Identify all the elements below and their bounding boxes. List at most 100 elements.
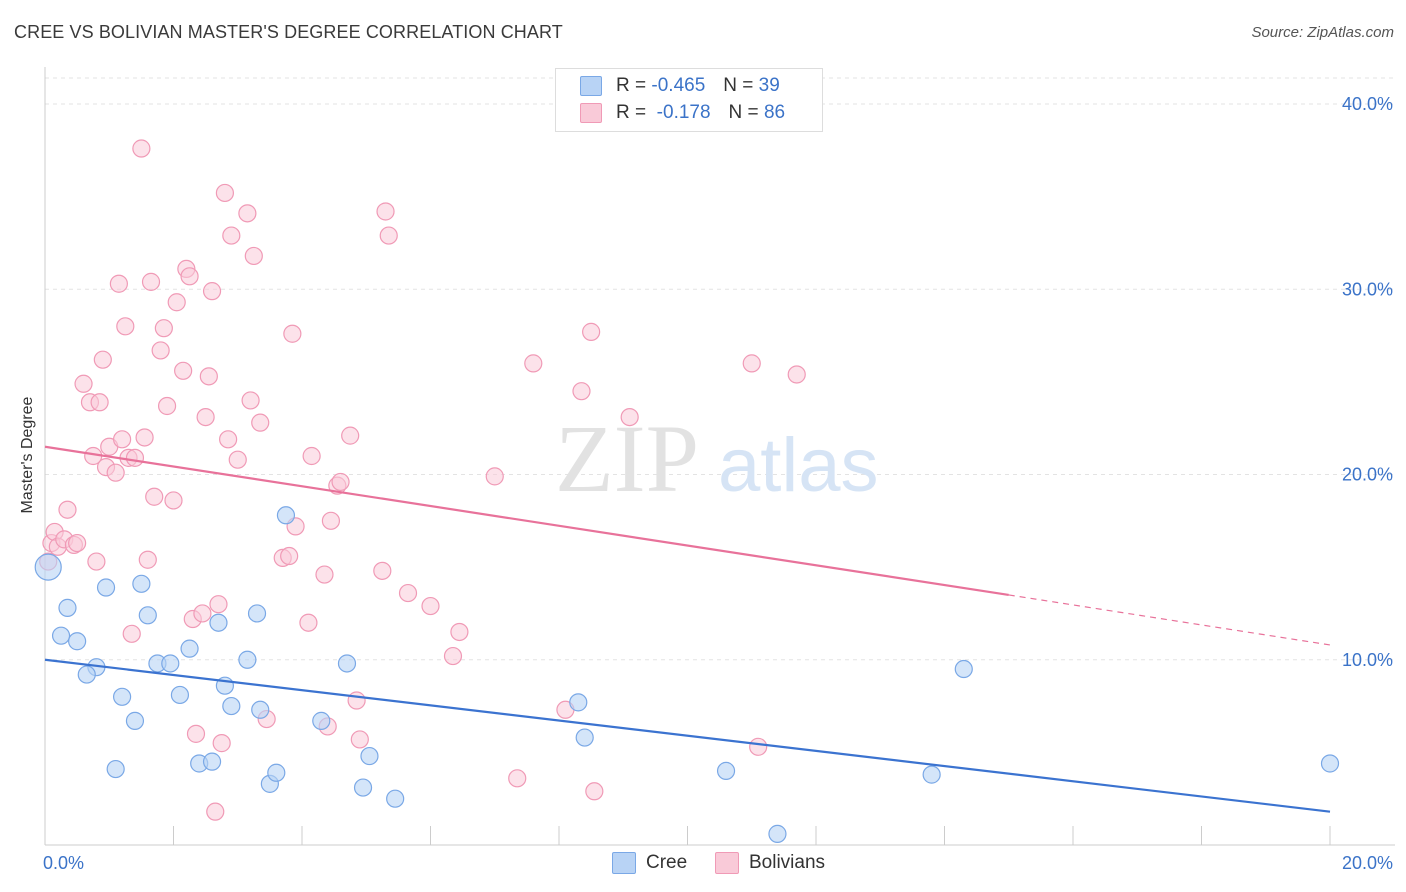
- bolivians-point: [202, 282, 222, 301]
- bolivians-point: [585, 782, 604, 801]
- bolivians-point: [196, 408, 215, 427]
- bolivians-point: [138, 550, 157, 569]
- cree-point: [922, 765, 941, 784]
- chart-title: CREE VS BOLIVIAN MASTER'S DEGREE CORRELA…: [14, 22, 563, 42]
- cree-point: [77, 665, 96, 684]
- axes: [44, 67, 1395, 846]
- bolivians-point: [151, 341, 170, 360]
- bolivians-point: [157, 396, 177, 416]
- cree-point: [353, 778, 373, 797]
- bolivians-point: [524, 354, 543, 373]
- bolivians-legend-label: Bolivians: [749, 852, 826, 873]
- bolivians-point: [742, 354, 761, 373]
- bolivians-point: [280, 546, 299, 566]
- cree-point: [51, 626, 71, 645]
- bolivians-point: [145, 487, 164, 506]
- bolivians-point: [154, 319, 173, 338]
- cree-point: [276, 506, 296, 525]
- bolivians-point: [302, 446, 321, 466]
- cree-points: [34, 506, 1340, 843]
- cree-point: [251, 700, 270, 719]
- bolivians-point: [244, 246, 263, 266]
- cree-swatch: [580, 76, 602, 96]
- bolivians-point: [379, 226, 398, 245]
- legend-row-bolivians: R = -0.178 N = 86: [580, 102, 785, 124]
- cree-point: [222, 696, 241, 716]
- bolivians-point: [167, 293, 186, 312]
- bolivians-point: [116, 317, 135, 336]
- bolivians-point: [125, 448, 145, 467]
- bolivians-point: [186, 724, 206, 743]
- bolivians-point: [251, 413, 270, 432]
- cree-swatch: [612, 852, 636, 874]
- legend-n-value: 86: [763, 102, 786, 123]
- bolivians-point: [90, 393, 109, 412]
- bolivians-point: [112, 430, 132, 449]
- bolivians-point: [141, 272, 161, 291]
- bolivians-point: [135, 428, 154, 447]
- y-tick-label: 20.0%: [1342, 465, 1393, 485]
- bolivians-point: [193, 604, 212, 623]
- bottom-legend-cree: Cree: [612, 852, 687, 874]
- bolivians-point: [74, 374, 93, 393]
- cree-point: [247, 604, 267, 623]
- bolivians-point: [219, 430, 238, 449]
- legend-row-cree: R = -0.465 N = 39: [580, 75, 780, 97]
- cree-point: [360, 746, 379, 766]
- cree-legend-label: Cree: [646, 852, 688, 873]
- watermark-atlas: atlas: [718, 423, 879, 508]
- bolivians-point: [58, 500, 77, 519]
- bolivians-point: [376, 202, 395, 221]
- cree-point: [68, 632, 87, 651]
- cree-point: [202, 752, 222, 771]
- cree-point: [768, 824, 787, 843]
- bolivians-point: [749, 737, 768, 756]
- cree-point: [132, 574, 151, 593]
- bolivians-point: [620, 408, 639, 427]
- cree-point: [96, 578, 116, 597]
- bolivians-point: [398, 583, 418, 603]
- bolivians-trend-extension: [1008, 594, 1331, 646]
- bolivians-point: [443, 646, 463, 666]
- cree-point: [267, 763, 286, 782]
- cree-point: [106, 759, 125, 779]
- bolivians-point: [215, 183, 234, 203]
- bolivians-point: [212, 734, 231, 753]
- cree-point: [138, 606, 157, 625]
- bolivians-point: [341, 426, 360, 445]
- bolivians-point: [572, 382, 591, 401]
- bolivians-point: [109, 274, 128, 293]
- bolivians-point: [582, 322, 601, 341]
- bolivians-point: [321, 511, 341, 530]
- bolivians-point: [347, 691, 366, 710]
- x-tick-label: 0.0%: [43, 853, 84, 873]
- bolivians-point: [787, 365, 806, 384]
- cree-point: [238, 650, 257, 669]
- cree-point: [170, 685, 190, 705]
- bolivians-point: [228, 450, 247, 469]
- cree-point: [180, 639, 199, 658]
- bolivians-point: [174, 361, 193, 380]
- cree-point: [575, 728, 594, 747]
- cree-point: [161, 654, 180, 673]
- bolivians-point: [373, 561, 392, 580]
- cree-point: [337, 654, 357, 673]
- bolivians-point: [299, 613, 318, 632]
- bolivians-point: [122, 624, 141, 643]
- bolivians-point: [238, 204, 257, 223]
- bolivians-point: [508, 769, 527, 788]
- cree-point: [954, 659, 973, 679]
- correlation-legend: R = -0.465 N = 39 R = -0.178 N = 86: [555, 68, 823, 132]
- legend-r-label: R =: [616, 75, 647, 96]
- bolivians-point: [87, 552, 106, 571]
- legend-r-label: R =: [616, 102, 647, 123]
- legend-n-label: N =: [723, 75, 754, 96]
- bolivians-point: [93, 350, 112, 369]
- legend-n-value: 39: [758, 75, 780, 96]
- cree-point: [569, 693, 588, 712]
- cree-point: [34, 553, 62, 581]
- legend-n-label: N =: [728, 102, 759, 123]
- cree-trend-line: [44, 658, 1331, 813]
- cree-point: [386, 789, 405, 808]
